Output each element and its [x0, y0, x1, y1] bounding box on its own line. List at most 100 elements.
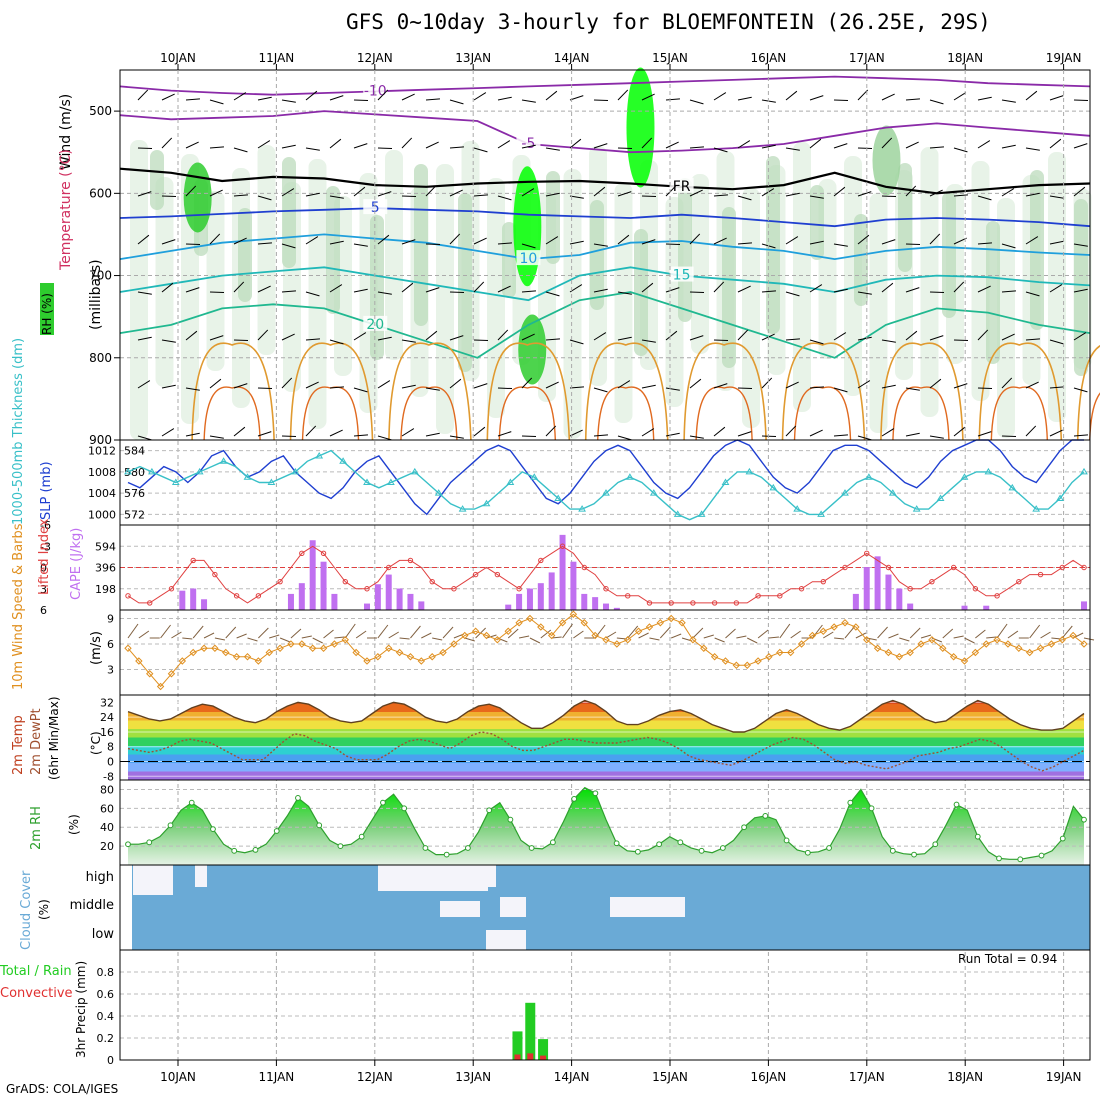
wind-barb [258, 627, 269, 639]
wind-barb [1049, 429, 1063, 437]
wind-barb [185, 387, 200, 391]
wind-barb [185, 330, 198, 341]
rh-core [513, 166, 542, 287]
wind-barb [521, 144, 536, 149]
wind-barb [761, 435, 777, 438]
rh-marker [337, 843, 344, 850]
precip-frame [119, 949, 1091, 1061]
rh-marker [613, 840, 620, 847]
x-tick-label-bottom: 12JAN [357, 1070, 393, 1084]
wind-barb [473, 281, 485, 293]
wind-barb [377, 234, 390, 245]
wind-tick-label: 3 [107, 664, 114, 677]
cloud-clear [195, 865, 207, 887]
wind-barb [1025, 338, 1040, 341]
wind-marker [1036, 644, 1045, 652]
wind-marker [200, 644, 208, 652]
x-tick-label-top: 16JAN [751, 51, 787, 65]
wind-barb [137, 380, 151, 389]
wind-barb [1049, 339, 1064, 345]
cape-bar [298, 583, 305, 610]
contour-label-bg [516, 135, 541, 150]
thickness-marker [363, 478, 371, 485]
wind-barb [449, 146, 464, 149]
wind-speed-line [127, 613, 1085, 688]
wind-marker [1015, 644, 1023, 652]
rh-marker [847, 799, 854, 806]
wind-barb [521, 188, 535, 197]
wind-barb [881, 428, 895, 437]
wind-barb [714, 637, 725, 643]
wind-marker [667, 614, 675, 623]
rh-band [502, 222, 516, 298]
wind-barb [605, 631, 617, 639]
wind-marker [450, 640, 458, 648]
wind-barb [617, 147, 633, 150]
cape-bar [407, 593, 414, 610]
wind-marker [797, 640, 806, 648]
wind-marker [1047, 640, 1056, 648]
wind-barb [137, 147, 153, 150]
temp-fill-band [128, 737, 1084, 746]
lifted-index-marker [668, 600, 674, 606]
lifted-tick-label: 3 [40, 583, 47, 596]
wind-barb [521, 435, 537, 438]
precip-convective-label: Convective [0, 986, 73, 1001]
wind-barb [881, 137, 893, 149]
wind-barb [665, 432, 680, 437]
wind-barb [353, 434, 368, 437]
wind-barb [929, 378, 942, 389]
wind-barb [473, 194, 488, 197]
wind-marker [602, 636, 610, 644]
cape-bar [537, 583, 544, 610]
temperature-contour [119, 233, 1091, 261]
rh-marker [1038, 852, 1045, 859]
lifted-index-marker [516, 586, 522, 592]
wind-barb [977, 285, 991, 293]
wind-barb [641, 239, 656, 245]
rh-band [436, 164, 454, 434]
wind-barb [305, 90, 318, 101]
wind-barb [521, 290, 536, 293]
precip-total-label: Total / Rain [0, 964, 72, 979]
wind-barb [689, 335, 704, 341]
thickness-marker [506, 478, 515, 485]
wind-barb [305, 338, 320, 341]
wind-barb [665, 185, 677, 197]
wind-barb [779, 623, 791, 639]
lifted-index-marker [429, 578, 435, 585]
wind-barb [185, 141, 199, 149]
wind-barb [659, 626, 671, 639]
thickness-marker [1056, 494, 1064, 501]
lifted-index-marker [1016, 578, 1022, 585]
cloud-clear [486, 930, 526, 950]
wind-marker [895, 653, 904, 661]
wind-barb [257, 387, 273, 390]
temp-axis-label: 2m Temp [11, 715, 26, 775]
wind-marker [515, 619, 523, 627]
temp-fill-band [128, 754, 1084, 763]
wind-barb [192, 625, 204, 639]
wind-barb [1083, 637, 1095, 641]
wind-barb [161, 239, 176, 245]
wind-barb [713, 281, 725, 293]
wind-barb [209, 146, 224, 149]
wind-barb [617, 89, 629, 101]
contour-label: 5 [371, 200, 380, 216]
wind10m-panel: 3 6 9 [107, 610, 1095, 691]
wind-tick-label: 9 [107, 613, 114, 626]
wind-barb [593, 434, 608, 437]
thickness-marker [936, 494, 945, 501]
lifted-index-marker [929, 578, 935, 585]
cloud-row-label: low [92, 927, 115, 942]
warm-contour [978, 342, 1063, 441]
rh-marker [252, 846, 259, 853]
cloud-row-label: high [86, 870, 114, 885]
wind-barb [209, 233, 221, 245]
wind-barb [1001, 333, 1015, 341]
rh-band [634, 229, 648, 356]
wind-barb [833, 243, 848, 247]
lifted-index-marker [907, 586, 913, 592]
wind-marker [700, 644, 708, 652]
right-tick-label: 1000 [88, 508, 116, 521]
